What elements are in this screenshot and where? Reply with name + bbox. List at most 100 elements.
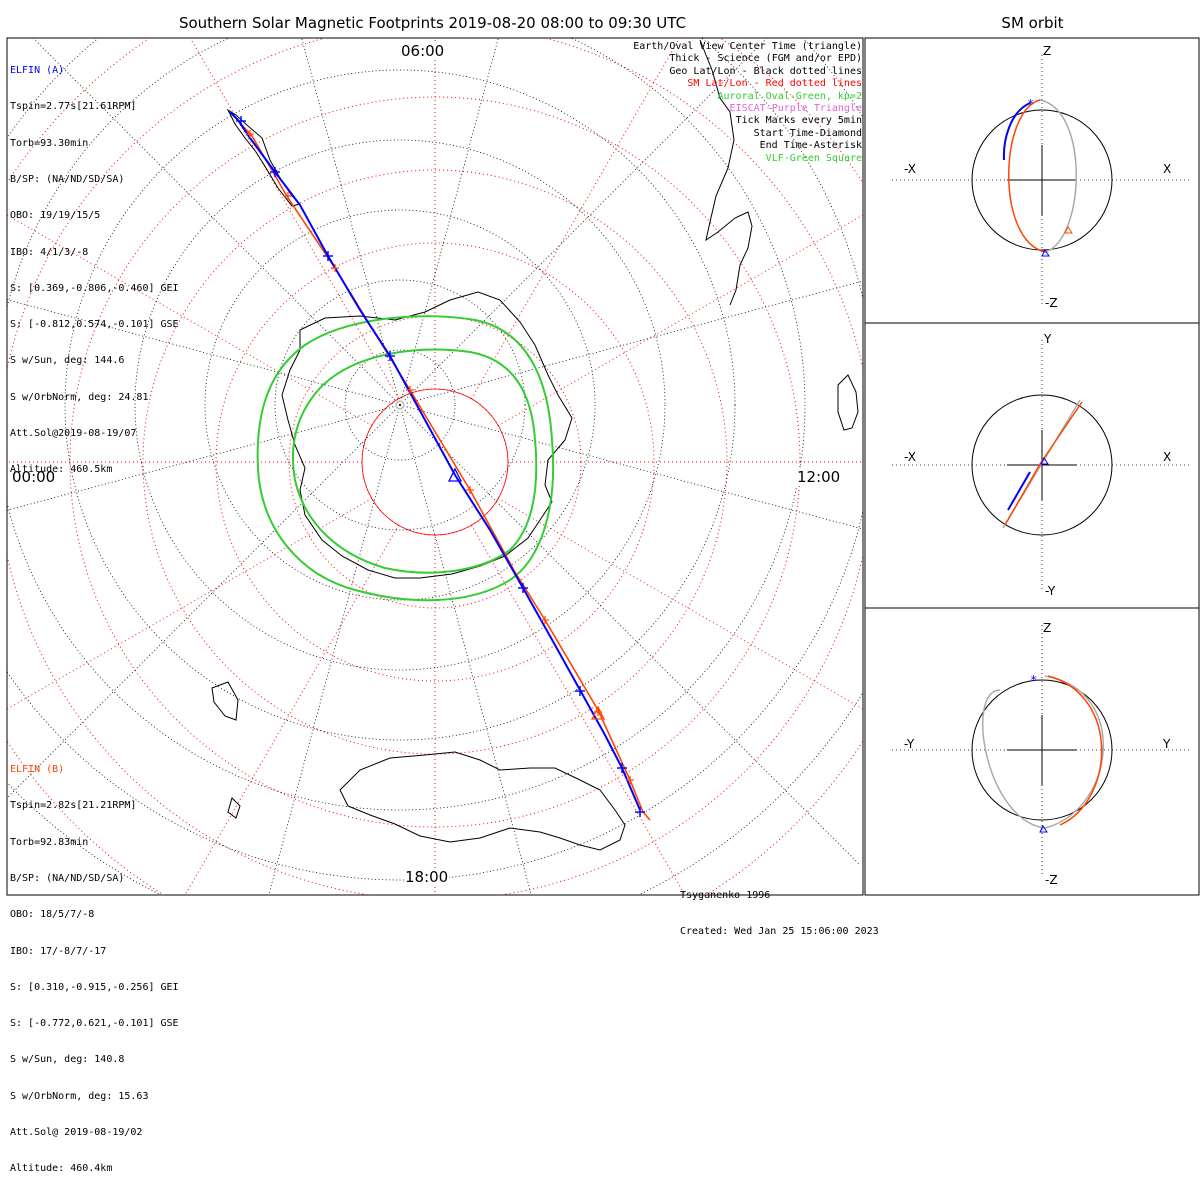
panel1-top-label: Z: [1043, 44, 1052, 58]
geo-lon-line: [399, 38, 499, 406]
orbit-panel-3: *: [892, 625, 1192, 875]
sm-lat-circle: [361, 388, 509, 536]
orbit-gray: [1039, 99, 1077, 253]
elfin-b-line: Torb=92.83min: [10, 836, 89, 848]
auroral-oval-inner: [292, 348, 538, 574]
australia-coast: [339, 751, 626, 851]
elfin-b-line: Att.Sol@ 2019-08-19/02: [10, 1127, 143, 1138]
elfin-a-tick-marks: [236, 116, 645, 817]
elfin-b-triangle: [590, 705, 606, 720]
end-asterisk: *: [1027, 97, 1034, 111]
mlt-label-right: 12:00: [796, 468, 842, 486]
elfin-a-name: ELFIN (A): [10, 65, 65, 77]
legend-item: EISCAT-Purple Triangle: [729, 103, 862, 115]
geo-lon-line: [399, 280, 863, 406]
center-triangle: [1040, 457, 1049, 465]
panel2-left-label: -X: [904, 450, 916, 464]
elfin-a-line: Altitude: 460.5km: [10, 464, 113, 476]
geo-lat-circle: [64, 69, 736, 741]
geo-lat-circle: [344, 349, 456, 461]
orbit-gray: [982, 675, 1105, 829]
panel1-right-label: X: [1163, 162, 1172, 176]
elfin-a-line: Torb=93.30min: [10, 137, 89, 149]
panel2-top-label: Y: [1044, 332, 1052, 346]
mlt-label-top: 06:00: [400, 42, 446, 60]
panel3-top-label: Z: [1043, 621, 1052, 635]
elfin-a-line: Att.Sol@2019-08-19/07: [10, 428, 137, 439]
elfin-b-line: B/SP: (NA/ND/SD/SA): [10, 873, 125, 885]
mlt-label-left: 00:00: [11, 468, 57, 486]
geo-lon-line: [399, 404, 863, 530]
africa-coast: [699, 39, 753, 306]
sm-lon-line: [7, 498, 373, 710]
polar-map: [7, 38, 863, 895]
elfin-b-line: S w/OrbNorm, deg: 15.63: [10, 1090, 149, 1102]
elfin-a-track: [229, 111, 641, 811]
madagascar-coast: [837, 374, 859, 431]
elfin-a-info: ELFIN (A) Tspin=2.77s[21.61RPM] Torb=93.…: [10, 41, 179, 488]
geo-lat-circle: [204, 209, 596, 601]
geo-lon-line: [268, 404, 401, 895]
orbit-a-science: [1002, 102, 1031, 161]
view-center-triangle: [447, 467, 463, 482]
elfin-b-name: ELFIN (B): [10, 764, 65, 776]
legend-item: Start Time-Diamond: [753, 127, 862, 139]
panel2-right-label: X: [1163, 450, 1172, 464]
new-zealand-coast: [211, 681, 239, 721]
geo-lon-line: [399, 404, 860, 865]
sm-orbit-title: SM orbit: [1001, 14, 1064, 32]
orbit-b: [1047, 675, 1103, 826]
legend-item: Geo Lat/Lon - Black dotted lines: [669, 65, 862, 77]
geo-lon-line: [399, 404, 532, 895]
panel1-bottom-label: -Z: [1045, 296, 1058, 310]
end-asterisk: *: [1030, 673, 1037, 687]
elfin-a-line: S w/Sun, deg: 144.6: [10, 355, 125, 367]
legend-item: SM Lat/Lon - Red dotted lines: [687, 78, 862, 90]
orbit-panel-1: *: [892, 55, 1192, 305]
antarctica-coast: [281, 291, 573, 579]
orbit-b: [1008, 99, 1046, 253]
legend-item: VLF-Green Square: [765, 152, 862, 164]
sm-lon-line: [497, 498, 863, 710]
credits: Tsyganenko-1996 Created: Wed Jan 25 15:0…: [680, 866, 879, 950]
geo-lon-line: [301, 38, 401, 406]
panel1-left-label: -X: [904, 162, 916, 176]
elfin-b-line: S: [0.310,-0.915,-0.256] GEI: [10, 981, 179, 993]
panel3-right-label: Y: [1163, 737, 1171, 751]
page-title: Southern Solar Magnetic Footprints 2019-…: [178, 14, 687, 32]
orbit-panel-2: [892, 340, 1192, 590]
center-triangle: [1039, 825, 1048, 833]
start-triangle: [1064, 226, 1073, 234]
legend-item: Thick - Science (FGM and/or EPD): [669, 53, 862, 65]
elfin-b-track: [231, 113, 651, 821]
panel2-bottom-label: -Y: [1045, 584, 1056, 598]
mlt-label-bottom: 18:00: [404, 868, 450, 886]
sm-lat-circle: [142, 169, 728, 755]
geo-lat-circles: [7, 38, 863, 895]
island-coast-1: [227, 797, 241, 819]
sm-pole-circle: [361, 388, 509, 536]
elfin-b-line: S: [-0.772,0.621,-0.101] GSE: [10, 1018, 179, 1030]
sm-lon-line: [471, 524, 686, 895]
elfin-b-line: IBO: 17/-8/7/-17: [10, 945, 107, 957]
elfin-b-info: ELFIN (B) Tspin=2.82s[21.21RPM] Torb=92.…: [10, 740, 179, 1187]
legend-item: Auroral Oval-Green, kp=2: [717, 90, 863, 102]
elfin-a-line: S: [-0.812,0.574,-0.101] GSE: [10, 319, 179, 331]
sm-lat-circle: [69, 96, 801, 828]
geo-lat-circle: [274, 279, 526, 531]
elfin-a-line: OBO: 19/19/15/5: [10, 210, 101, 222]
orbit-a-science: [1007, 471, 1031, 511]
elfin-a-line: Tspin=2.77s[21.61RPM]: [10, 101, 137, 113]
geo-lat-circle: [7, 38, 863, 881]
elfin-b-line: Altitude: 460.4km: [10, 1163, 113, 1175]
panel3-bottom-label: -Z: [1045, 873, 1058, 887]
geo-lat-circle: [7, 38, 806, 811]
orbit-panels-frame: [864, 37, 1200, 896]
elfin-b-tick-marks: [246, 130, 634, 784]
legend-item: End Time-Asterisk: [759, 140, 862, 152]
panel3-left-label: -Y: [904, 737, 915, 751]
model-credit: Tsyganenko-1996: [680, 890, 771, 901]
auroral-oval-outer: [256, 315, 555, 602]
elfin-a-line: B/SP: (NA/ND/SD/SA): [10, 174, 125, 186]
elfin-a-line: S w/OrbNorm, deg: 24.81: [10, 391, 149, 403]
